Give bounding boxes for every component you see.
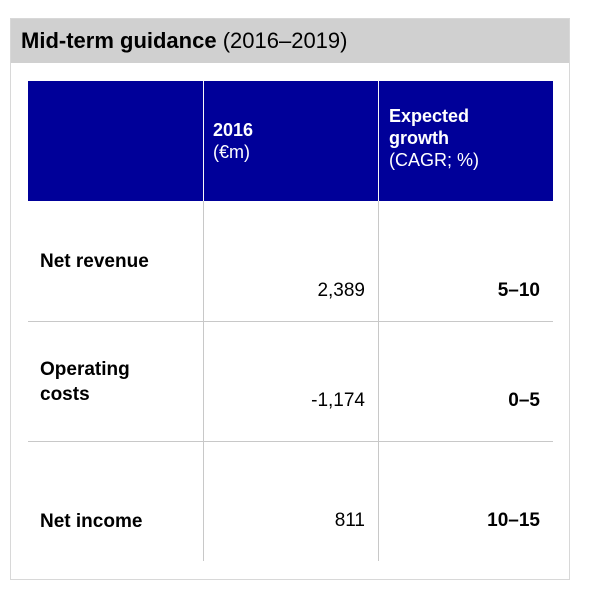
guidance-card: Mid-term guidance (2016–2019) 2016 (€m) …: [10, 18, 570, 580]
header-divider-2: [378, 81, 379, 201]
header-cell-2016: 2016 (€m): [213, 119, 363, 163]
growth-net-income: 10–15: [487, 510, 540, 531]
row-divider-2: [28, 441, 553, 442]
header-2016-strong: 2016: [213, 120, 254, 140]
header-divider-1: [203, 81, 204, 201]
value-2016-operating-costs: -1,174: [311, 390, 365, 411]
row-label-operating-costs: Operating costs: [40, 359, 130, 405]
row-divider-1: [28, 321, 553, 322]
row-label-net-income: Net income: [40, 511, 143, 532]
guidance-table: 2016 (€m) Expected growth (CAGR; %) Net …: [28, 81, 553, 561]
title-sub: (2016–2019): [222, 28, 348, 53]
value-2016-net-revenue: 2,389: [317, 280, 365, 301]
card-title: Mid-term guidance (2016–2019): [21, 29, 347, 53]
growth-operating-costs: 0–5: [508, 390, 540, 411]
title-main: Mid-term guidance: [21, 28, 217, 53]
table-header: [28, 81, 553, 201]
growth-net-revenue: 5–10: [497, 280, 540, 301]
row-label-net-revenue: Net revenue: [40, 251, 149, 272]
value-2016-net-income: 811: [334, 510, 365, 531]
header-growth-unit: (CAGR; %): [389, 150, 479, 170]
header-growth-strong: Expected growth: [389, 106, 470, 148]
header-2016-unit: (€m): [213, 142, 250, 162]
header-cell-growth: Expected growth (CAGR; %): [389, 105, 519, 171]
title-bar: Mid-term guidance (2016–2019): [11, 19, 569, 63]
